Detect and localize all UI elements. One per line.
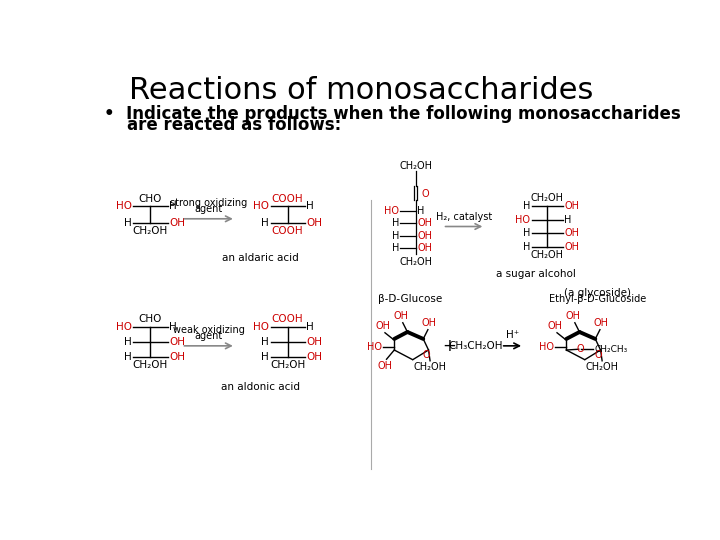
Text: agent: agent [194, 204, 222, 214]
Text: HO: HO [539, 342, 554, 352]
Text: H: H [261, 353, 269, 362]
Text: CH₂OH: CH₂OH [531, 193, 564, 204]
Text: a sugar alcohol: a sugar alcohol [495, 269, 575, 279]
Text: weak oxidizing: weak oxidizing [173, 325, 245, 335]
Text: H: H [261, 218, 269, 228]
Text: H: H [169, 201, 177, 212]
Text: OH: OH [306, 353, 323, 362]
Text: OH: OH [169, 218, 185, 228]
Text: CH₂OH: CH₂OH [132, 226, 168, 236]
Text: H₂, catalyst: H₂, catalyst [436, 212, 492, 222]
Text: COOH: COOH [272, 314, 303, 325]
Text: OH: OH [306, 337, 323, 347]
Text: O: O [422, 189, 429, 199]
Text: CHO: CHO [139, 194, 162, 204]
Text: an aldonic acid: an aldonic acid [221, 382, 300, 392]
Text: H: H [306, 201, 314, 212]
Text: H: H [523, 201, 530, 211]
Text: H⁺: H⁺ [505, 330, 519, 340]
Text: OH: OH [564, 201, 580, 211]
Text: OH: OH [422, 318, 437, 328]
Text: Reactions of monosaccharides: Reactions of monosaccharides [129, 76, 593, 105]
Text: O: O [577, 344, 584, 354]
Text: CH₂OH: CH₂OH [132, 360, 168, 370]
Text: OH: OH [564, 242, 580, 252]
Text: OH: OH [376, 321, 391, 331]
Text: +: + [442, 337, 456, 355]
Text: H: H [392, 218, 399, 228]
Text: OH: OH [564, 228, 580, 239]
Text: H: H [124, 353, 132, 362]
Text: OH: OH [169, 353, 185, 362]
Text: CH₂OH: CH₂OH [585, 362, 618, 372]
Text: (a glycoside): (a glycoside) [564, 288, 631, 298]
Text: CH₂OH: CH₂OH [399, 257, 432, 267]
Text: H: H [124, 337, 132, 347]
Text: HO: HO [516, 214, 530, 225]
Text: H: H [417, 206, 424, 216]
Text: HO: HO [253, 201, 269, 212]
Text: OH: OH [548, 321, 563, 331]
Text: OH: OH [417, 231, 432, 241]
Text: β-D-Glucose: β-D-Glucose [378, 294, 442, 303]
Text: HO: HO [116, 322, 132, 332]
Text: H: H [392, 243, 399, 253]
Text: CH₂OH: CH₂OH [531, 249, 564, 260]
Text: OH: OH [169, 337, 185, 347]
Text: CH₂OH: CH₂OH [270, 360, 305, 370]
Text: OH: OH [417, 218, 432, 228]
Text: strong oxidizing: strong oxidizing [170, 198, 247, 208]
Text: CH₂OH: CH₂OH [399, 161, 432, 171]
Text: OH: OH [377, 361, 392, 371]
Text: OH: OH [417, 243, 432, 253]
Text: OH: OH [394, 311, 409, 321]
Text: HO: HO [116, 201, 132, 212]
Text: CHO: CHO [139, 314, 162, 325]
Text: H: H [523, 228, 530, 239]
Text: OH: OH [306, 218, 323, 228]
Text: H: H [306, 322, 314, 332]
Text: an aldaric acid: an aldaric acid [222, 253, 299, 264]
Text: H: H [261, 337, 269, 347]
Text: O: O [422, 350, 430, 360]
Text: OH: OH [594, 318, 609, 328]
Text: CH₂CH₃: CH₂CH₃ [594, 345, 627, 354]
Text: agent: agent [194, 331, 222, 341]
Text: CH₂OH: CH₂OH [413, 362, 446, 372]
Text: are reacted as follows:: are reacted as follows: [104, 116, 341, 133]
Text: H: H [124, 218, 132, 228]
Text: OH: OH [566, 311, 581, 321]
Text: H: H [564, 214, 572, 225]
Text: H: H [169, 322, 177, 332]
Text: Ethyl-β-D-Glucoside: Ethyl-β-D-Glucoside [549, 294, 647, 303]
Text: HO: HO [253, 322, 269, 332]
Text: HO: HO [367, 342, 382, 352]
Text: COOH: COOH [272, 226, 303, 236]
Text: H: H [523, 242, 530, 252]
Text: COOH: COOH [272, 194, 303, 204]
Text: O: O [594, 350, 602, 360]
Text: HO: HO [384, 206, 399, 216]
Text: H: H [392, 231, 399, 241]
Text: CH₃CH₂OH: CH₃CH₂OH [449, 341, 503, 351]
Text: •  Indicate the products when the following monosaccharides: • Indicate the products when the followi… [104, 105, 680, 123]
